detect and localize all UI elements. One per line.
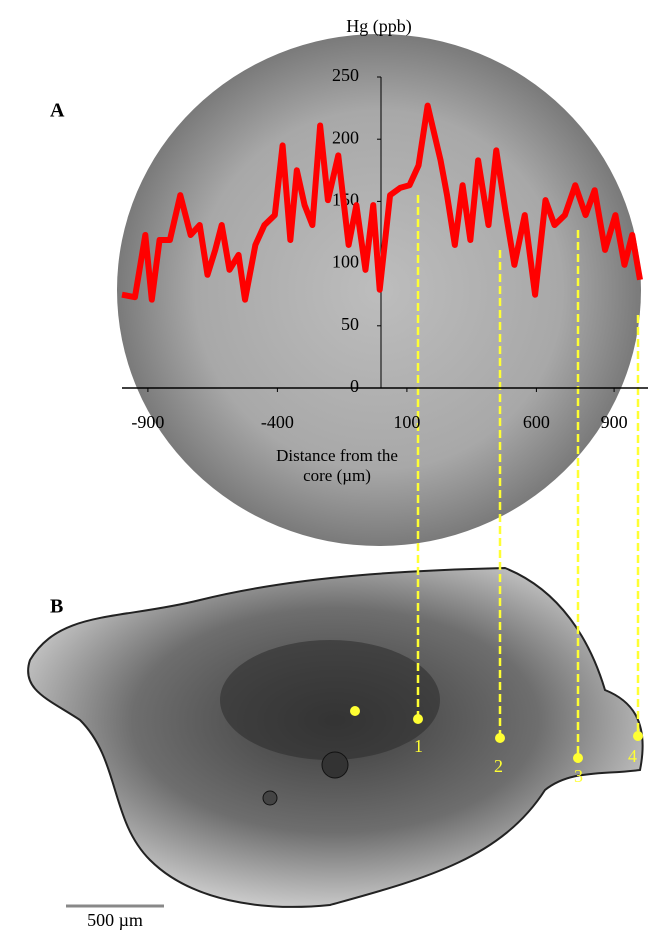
y-tick-label: 200	[332, 127, 359, 147]
sample-dot	[350, 706, 360, 716]
x-axis-title: Distance from the core (µm)	[262, 446, 412, 486]
x-tick-label: 900	[601, 412, 628, 432]
x-tick-label: -900	[131, 412, 164, 432]
sample-dot	[633, 731, 643, 741]
y-axis-title: Hg (ppb)	[346, 16, 412, 37]
page: 1 2 3 4 A B 500 µm Hg (ppb) 050100150200…	[0, 0, 648, 933]
marker-label: 4	[628, 746, 637, 766]
y-tick-label: 100	[332, 252, 359, 272]
panel-label: B	[50, 596, 63, 618]
marker-label: 1	[414, 736, 423, 756]
sample-dot	[495, 733, 505, 743]
sample-dot	[573, 753, 583, 763]
sample-dot	[413, 714, 423, 724]
otolith-core	[220, 640, 440, 760]
x-tick-label: -400	[261, 412, 294, 432]
y-tick-label: 50	[341, 314, 359, 334]
scale-bar-label: 500 µm	[87, 910, 143, 930]
marker-label: 2	[494, 756, 503, 776]
y-tick-label: 0	[350, 376, 359, 396]
x-tick-label: 600	[523, 412, 550, 432]
bubble	[322, 752, 348, 778]
y-tick-label: 250	[332, 65, 359, 85]
marker-label: 3	[574, 766, 583, 786]
panel-label: A	[50, 100, 65, 122]
x-tick-label: 100	[393, 412, 420, 432]
bubble	[263, 791, 277, 805]
